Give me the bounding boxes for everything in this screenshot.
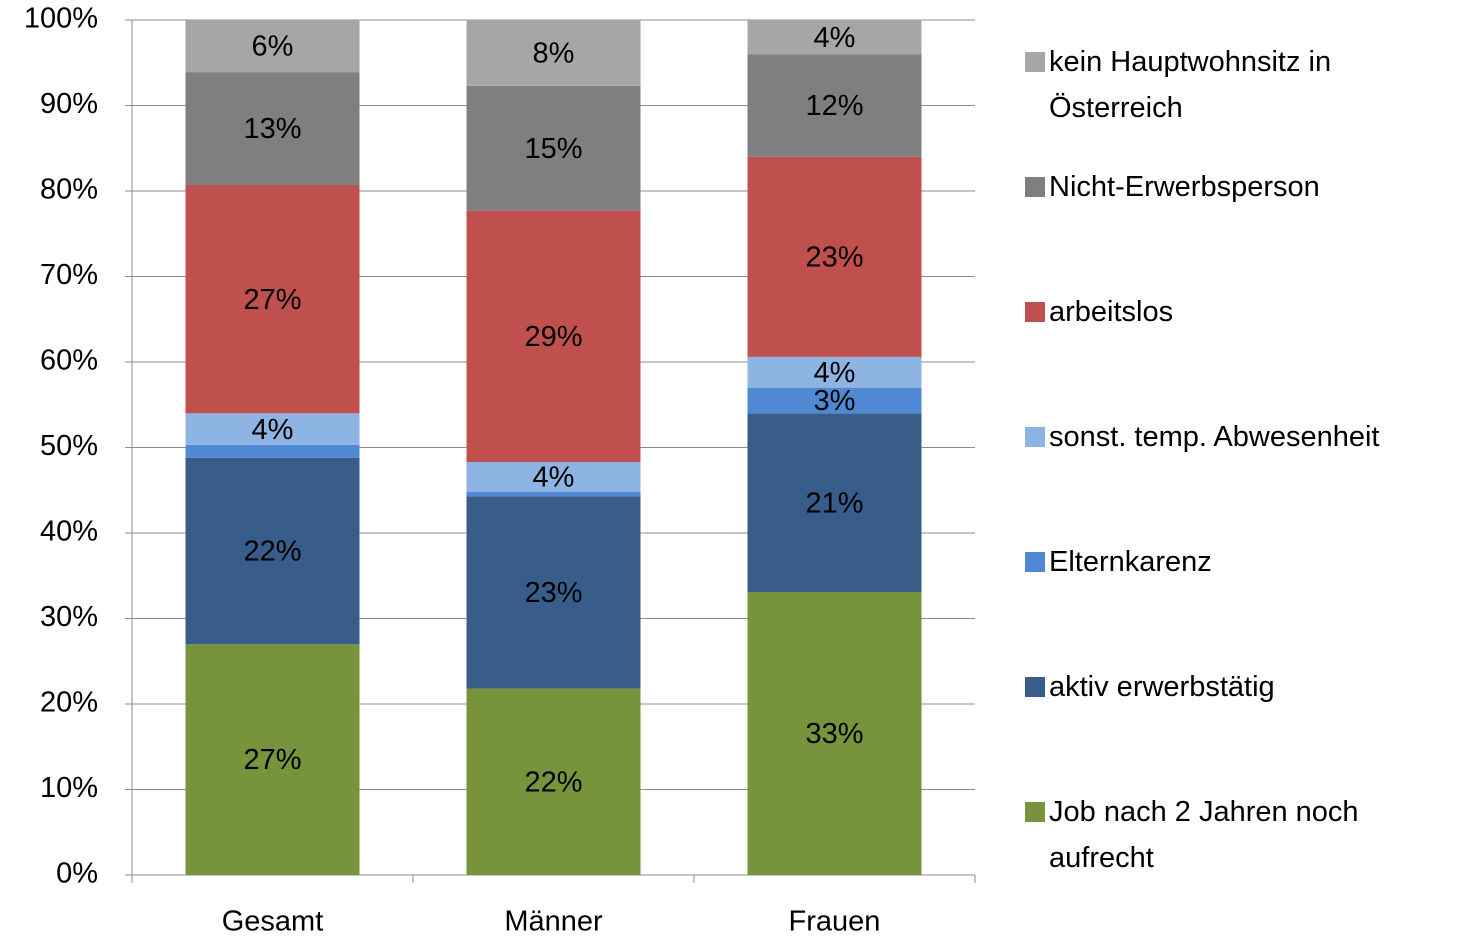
x-tick-label: Männer	[504, 906, 603, 938]
bar-segment	[466, 20, 641, 86]
legend-item: Job nach 2 Jahren noch aufrecht	[1025, 789, 1465, 881]
bar-segment	[466, 688, 641, 875]
bar-segment	[185, 72, 360, 186]
bar-segment	[747, 591, 922, 875]
y-tick-label: 70%	[40, 259, 98, 291]
data-label: 6%	[252, 31, 294, 63]
legend-label: sonst. temp. Abwesenheit	[1049, 421, 1380, 453]
y-tick-label: 50%	[40, 430, 98, 462]
x-tick-label: Frauen	[789, 906, 881, 938]
bar-segment	[185, 413, 360, 445]
bar-segment	[185, 20, 360, 73]
legend-swatch	[1025, 552, 1045, 572]
data-label: 23%	[805, 241, 863, 273]
data-label: 4%	[533, 462, 575, 494]
data-label: 4%	[814, 357, 856, 389]
legend-item: kein Hauptwohnsitz in Österreich	[1025, 39, 1465, 131]
legend-swatch	[1025, 802, 1045, 822]
legend-label: arbeitslos	[1049, 296, 1174, 328]
y-tick-label: 0%	[56, 858, 98, 890]
bar-segment	[466, 491, 641, 497]
legend-swatch	[1025, 677, 1045, 697]
bar-segment	[747, 156, 922, 357]
legend-item: aktiv erwerbstätig	[1025, 664, 1465, 710]
data-label: 27%	[243, 284, 301, 316]
legend-item: Nicht-Erwerbsperson	[1025, 164, 1465, 210]
data-label: 3%	[814, 385, 856, 417]
data-label: 15%	[524, 133, 582, 165]
data-label: 8%	[533, 38, 575, 70]
legend-label: Job nach 2 Jahren noch aufrecht	[1049, 796, 1359, 874]
data-label: 22%	[243, 536, 301, 568]
data-label: 4%	[252, 414, 294, 446]
bar-segment	[747, 387, 922, 414]
legend-label: kein Hauptwohnsitz in Österreich	[1049, 46, 1332, 124]
legend-label: Nicht-Erwerbsperson	[1049, 171, 1320, 203]
bar-segment	[466, 210, 641, 463]
legend-swatch	[1025, 177, 1045, 197]
y-tick-label: 60%	[40, 345, 98, 377]
bar-segment	[747, 54, 922, 157]
x-tick-label: Gesamt	[222, 906, 324, 938]
data-label: 23%	[524, 577, 582, 609]
y-tick-label: 10%	[40, 772, 98, 804]
legend-swatch	[1025, 302, 1045, 322]
bar-segment	[747, 413, 922, 592]
data-label: 29%	[524, 321, 582, 353]
bar-segment	[466, 496, 641, 689]
bar-segment	[466, 85, 641, 211]
legend-item: arbeitslos	[1025, 289, 1465, 335]
legend-item: Elternkarenz	[1025, 539, 1465, 585]
bar-segment	[747, 356, 922, 388]
bar-segment	[185, 444, 360, 458]
data-label: 22%	[524, 766, 582, 798]
y-tick-label: 90%	[40, 88, 98, 120]
legend-item: sonst. temp. Abwesenheit	[1025, 414, 1465, 460]
data-label: 21%	[805, 487, 863, 519]
bar-segment	[747, 20, 922, 55]
y-tick-label: 100%	[24, 3, 98, 35]
y-tick-label: 30%	[40, 601, 98, 633]
data-label: 12%	[805, 90, 863, 122]
chart: 0% 10% 20% 30% 40% 50% 60% 70% 80% 90% 100% Gesamt 2…	[24, 3, 976, 938]
legend-swatch	[1025, 427, 1045, 447]
data-label: 4%	[814, 22, 856, 54]
legend-label: aktiv erwerbstätig	[1049, 671, 1275, 703]
bar-segment	[185, 457, 360, 645]
legend-swatch	[1025, 52, 1045, 72]
y-tick-label: 20%	[40, 687, 98, 719]
y-tick-label: 40%	[40, 516, 98, 548]
data-label: 13%	[243, 113, 301, 145]
y-tick-label: 80%	[40, 174, 98, 206]
bar-segment	[185, 644, 360, 875]
bar-segment	[466, 462, 641, 492]
legend-label: Elternkarenz	[1049, 546, 1212, 578]
data-label: 33%	[805, 718, 863, 750]
data-label: 27%	[243, 744, 301, 776]
bar-segment	[185, 185, 360, 414]
